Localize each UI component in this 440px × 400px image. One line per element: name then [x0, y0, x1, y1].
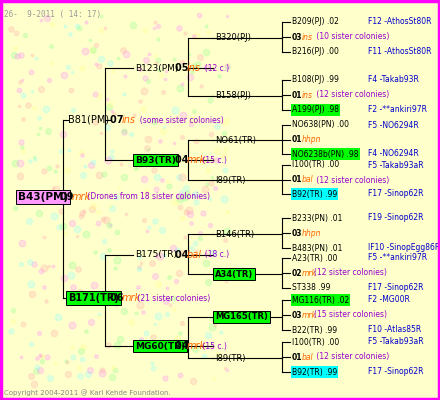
- Text: NO61(TR): NO61(TR): [215, 136, 256, 144]
- Text: 03: 03: [292, 32, 303, 42]
- Text: F11 -AthosSt80R: F11 -AthosSt80R: [368, 48, 432, 56]
- Text: 06: 06: [110, 293, 127, 303]
- Text: B92(TR) .99: B92(TR) .99: [292, 190, 337, 198]
- Text: ST338 .99: ST338 .99: [292, 284, 330, 292]
- Text: B233(PN) .01: B233(PN) .01: [292, 214, 342, 222]
- Text: (15 c.): (15 c.): [200, 156, 227, 164]
- Text: B158(PJ): B158(PJ): [215, 92, 251, 100]
- Text: 03: 03: [292, 228, 303, 238]
- Text: B171(TR): B171(TR): [68, 293, 119, 303]
- Text: B216(PJ) .00: B216(PJ) .00: [292, 48, 339, 56]
- Text: ins: ins: [301, 90, 312, 100]
- Text: A34(TR): A34(TR): [215, 270, 253, 278]
- Text: B108(PJ) .99: B108(PJ) .99: [292, 76, 339, 84]
- Text: I100(TR) .00: I100(TR) .00: [292, 338, 339, 346]
- Text: hhpn: hhpn: [301, 228, 321, 238]
- Text: (Drones from 18 sister colonies): (Drones from 18 sister colonies): [85, 192, 210, 202]
- Text: A199(PJ) .98: A199(PJ) .98: [292, 106, 339, 114]
- Text: (12 sister colonies): (12 sister colonies): [314, 268, 387, 278]
- Text: B92(TR) .99: B92(TR) .99: [292, 368, 337, 376]
- Text: (some sister colonies): (some sister colonies): [135, 116, 224, 124]
- Text: B43(PM): B43(PM): [18, 192, 68, 202]
- Text: I89(TR): I89(TR): [215, 176, 246, 184]
- Text: B175(TR): B175(TR): [135, 250, 177, 260]
- Text: B146(TR): B146(TR): [215, 230, 254, 238]
- Text: 01: 01: [292, 352, 303, 362]
- Text: 04: 04: [175, 155, 192, 165]
- Text: (12 sister colonies): (12 sister colonies): [314, 352, 389, 362]
- Text: hhpn: hhpn: [301, 136, 321, 144]
- Text: F10 -Atlas85R: F10 -Atlas85R: [368, 326, 421, 334]
- Text: 01: 01: [292, 90, 303, 100]
- Text: B123(PM): B123(PM): [135, 64, 178, 72]
- Text: ins: ins: [121, 115, 136, 125]
- Text: I89(TR): I89(TR): [215, 354, 246, 362]
- Text: NO638(PN) .00: NO638(PN) .00: [292, 120, 349, 130]
- Text: 01: 01: [292, 176, 303, 184]
- Text: (21 sister colonies): (21 sister colonies): [135, 294, 210, 302]
- Text: IF10 -SinopEgg86R: IF10 -SinopEgg86R: [368, 244, 440, 252]
- Text: mrk: mrk: [301, 268, 316, 278]
- Text: MG60(TR): MG60(TR): [135, 342, 185, 350]
- Text: 07: 07: [110, 115, 127, 125]
- Text: bal: bal: [301, 176, 313, 184]
- Text: F4 -NO6294R: F4 -NO6294R: [368, 150, 419, 158]
- Text: B209(PJ) .02: B209(PJ) .02: [292, 18, 339, 26]
- Text: F5 -Takab93aR: F5 -Takab93aR: [368, 160, 424, 170]
- Text: mrk: mrk: [71, 192, 91, 202]
- Text: MG165(TR): MG165(TR): [215, 312, 268, 322]
- Text: Copyright 2004-2011 @ Karl Kehde Foundation.: Copyright 2004-2011 @ Karl Kehde Foundat…: [4, 389, 171, 396]
- Text: 01: 01: [292, 136, 303, 144]
- Text: mrk: mrk: [121, 293, 140, 303]
- Text: 03: 03: [292, 310, 303, 320]
- Text: I100(TR) .00: I100(TR) .00: [292, 160, 339, 170]
- Text: F2 -MG00R: F2 -MG00R: [368, 296, 410, 304]
- Text: mrk: mrk: [187, 155, 205, 165]
- Text: 04: 04: [175, 250, 192, 260]
- Text: A23(TR) .00: A23(TR) .00: [292, 254, 337, 262]
- Text: B81(PM): B81(PM): [68, 115, 109, 125]
- Text: F12 -AthosSt80R: F12 -AthosSt80R: [368, 18, 432, 26]
- Text: F17 -Sinop62R: F17 -Sinop62R: [368, 284, 423, 292]
- Text: F17 -Sinop62R: F17 -Sinop62R: [368, 368, 423, 376]
- Text: (15 c.): (15 c.): [200, 342, 227, 350]
- Text: F17 -Sinop62R: F17 -Sinop62R: [368, 190, 423, 198]
- Text: 26-  9-2011 ( 14: 17): 26- 9-2011 ( 14: 17): [4, 10, 101, 19]
- Text: B22(TR) .99: B22(TR) .99: [292, 326, 337, 334]
- Text: 02: 02: [292, 268, 303, 278]
- Text: F2 -**ankiri97R: F2 -**ankiri97R: [368, 106, 427, 114]
- Text: (18 c.): (18 c.): [200, 250, 229, 260]
- Text: 05: 05: [175, 63, 192, 73]
- Text: MG116(TR) .02: MG116(TR) .02: [292, 296, 349, 304]
- Text: mrk: mrk: [301, 310, 316, 320]
- Text: (12 sister colonies): (12 sister colonies): [314, 176, 389, 184]
- Text: 04: 04: [175, 341, 192, 351]
- Text: F4 -Takab93R: F4 -Takab93R: [368, 76, 419, 84]
- Text: B320(PJ): B320(PJ): [215, 34, 251, 42]
- Text: F5 -Takab93aR: F5 -Takab93aR: [368, 338, 424, 346]
- Text: (10 sister colonies): (10 sister colonies): [314, 32, 389, 42]
- Text: bal: bal: [301, 352, 313, 362]
- Text: 09: 09: [60, 192, 77, 202]
- Text: F19 -Sinop62R: F19 -Sinop62R: [368, 214, 423, 222]
- Text: B483(PN) .01: B483(PN) .01: [292, 244, 342, 252]
- Text: bal: bal: [187, 250, 202, 260]
- Text: F5 -NO6294R: F5 -NO6294R: [368, 120, 419, 130]
- Text: B93(TR): B93(TR): [135, 156, 176, 164]
- Text: ins: ins: [301, 32, 312, 42]
- Text: mrk: mrk: [187, 341, 205, 351]
- Text: NO6238b(PN) .98: NO6238b(PN) .98: [292, 150, 359, 158]
- Text: (12 c.): (12 c.): [200, 64, 229, 72]
- Text: ins: ins: [187, 63, 200, 73]
- Text: (15 sister colonies): (15 sister colonies): [314, 310, 387, 320]
- Text: (12 sister colonies): (12 sister colonies): [314, 90, 389, 100]
- Text: F5 -**ankiri97R: F5 -**ankiri97R: [368, 254, 427, 262]
